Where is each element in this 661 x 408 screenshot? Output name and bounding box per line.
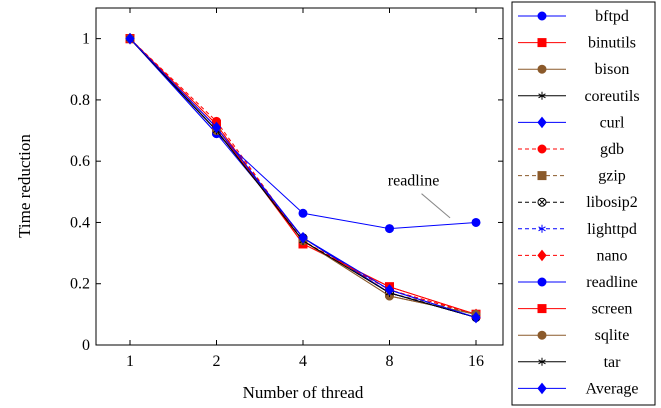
x-axis-label: Number of thread — [243, 383, 364, 402]
legend-entry-gdb: gdb — [518, 141, 624, 158]
data-point-average — [125, 32, 135, 45]
legend-label: bison — [595, 61, 630, 78]
data-point-readline — [298, 208, 308, 218]
legend-label: libosip2 — [586, 194, 638, 211]
legend-entry-binutils: binutils — [518, 35, 636, 52]
axis-layer: Number of thread Time reduction 1 2 4 8 16 0 0… — [15, 8, 503, 402]
legend-marker — [538, 224, 546, 233]
x-tick-label: 8 — [386, 353, 394, 370]
legend-label: gzip — [598, 168, 626, 185]
series-average — [125, 32, 481, 324]
y-tick-label: 0.8 — [70, 92, 90, 109]
legend-entry-bftpd: bftpd — [518, 8, 629, 25]
legend-marker — [537, 38, 547, 48]
legend-entry-sqlite: sqlite — [518, 327, 629, 344]
annotation-pointer — [421, 193, 451, 219]
y-tick-label: 0.4 — [70, 214, 90, 231]
data-point-average — [471, 311, 481, 324]
legend-label: gdb — [600, 141, 624, 158]
legend-marker — [537, 304, 547, 314]
legend-entry-readline: readline — [518, 274, 638, 291]
legend-entry-gzip: gzip — [518, 168, 626, 185]
legend-marker — [537, 64, 547, 74]
legend-entry-lighttpd: lighttpd — [518, 221, 637, 238]
legend-entry-tar: tar — [518, 354, 621, 371]
legend-marker — [537, 11, 547, 21]
x-tick-label: 2 — [213, 353, 221, 370]
annotation-label: readline — [388, 173, 440, 190]
series-readline — [125, 34, 481, 234]
series-line-readline — [129, 38, 477, 230]
y-axis-label: Time reduction — [15, 134, 34, 238]
legend-entry-screen: screen — [518, 301, 632, 318]
data-point-readline — [385, 224, 394, 234]
legend-label: sqlite — [595, 327, 630, 344]
data-point-average — [384, 284, 395, 296]
plot-frame — [95, 7, 504, 346]
x-tick-label: 16 — [468, 353, 484, 370]
data-point-average — [298, 231, 308, 244]
legend-marker — [537, 277, 547, 287]
y-tick-label: 1 — [82, 31, 90, 48]
y-tick-label: 0.6 — [70, 153, 90, 170]
annotation-layer: readline — [388, 173, 451, 219]
legend-marker — [537, 382, 547, 395]
legend-label: coreutils — [584, 88, 639, 105]
legend-marker — [537, 144, 547, 154]
x-tick-label: 4 — [299, 353, 307, 370]
legend: bftpd binutils bison coreutils curl gdb gzip li… — [511, 1, 656, 406]
chart-frame-layer — [95, 7, 504, 346]
legend-marker — [538, 357, 546, 366]
legend-marker — [538, 91, 546, 100]
y-tick-label: 0 — [82, 337, 90, 354]
legend-label: lighttpd — [587, 221, 637, 238]
legend-marker — [537, 116, 547, 129]
legend-entry-average: Average — [518, 380, 639, 397]
legend-entry-curl: curl — [518, 114, 625, 131]
legend-label: nano — [596, 247, 627, 264]
legend-marker — [537, 197, 547, 207]
y-tick-label: 0.2 — [70, 276, 90, 293]
data-point-readline — [471, 217, 481, 227]
legend-label: binutils — [588, 35, 636, 52]
legend-marker — [537, 249, 547, 262]
legend-label: readline — [586, 274, 638, 291]
legend-marker — [537, 330, 547, 340]
legend-label: screen — [592, 301, 633, 318]
legend-label: Average — [586, 380, 639, 397]
series-layer — [125, 32, 481, 324]
legend-marker — [537, 171, 547, 181]
x-tick-label: 1 — [126, 353, 134, 370]
legend-label: bftpd — [595, 8, 629, 25]
legend-label: tar — [604, 354, 622, 371]
legend-entry-libosip2: libosip2 — [518, 194, 638, 211]
legend-entry-coreutils: coreutils — [518, 88, 640, 105]
legend-entry-nano: nano — [518, 247, 628, 264]
data-point-average — [211, 121, 222, 134]
legend-label: curl — [600, 114, 625, 131]
legend-entry-bison: bison — [518, 61, 629, 78]
